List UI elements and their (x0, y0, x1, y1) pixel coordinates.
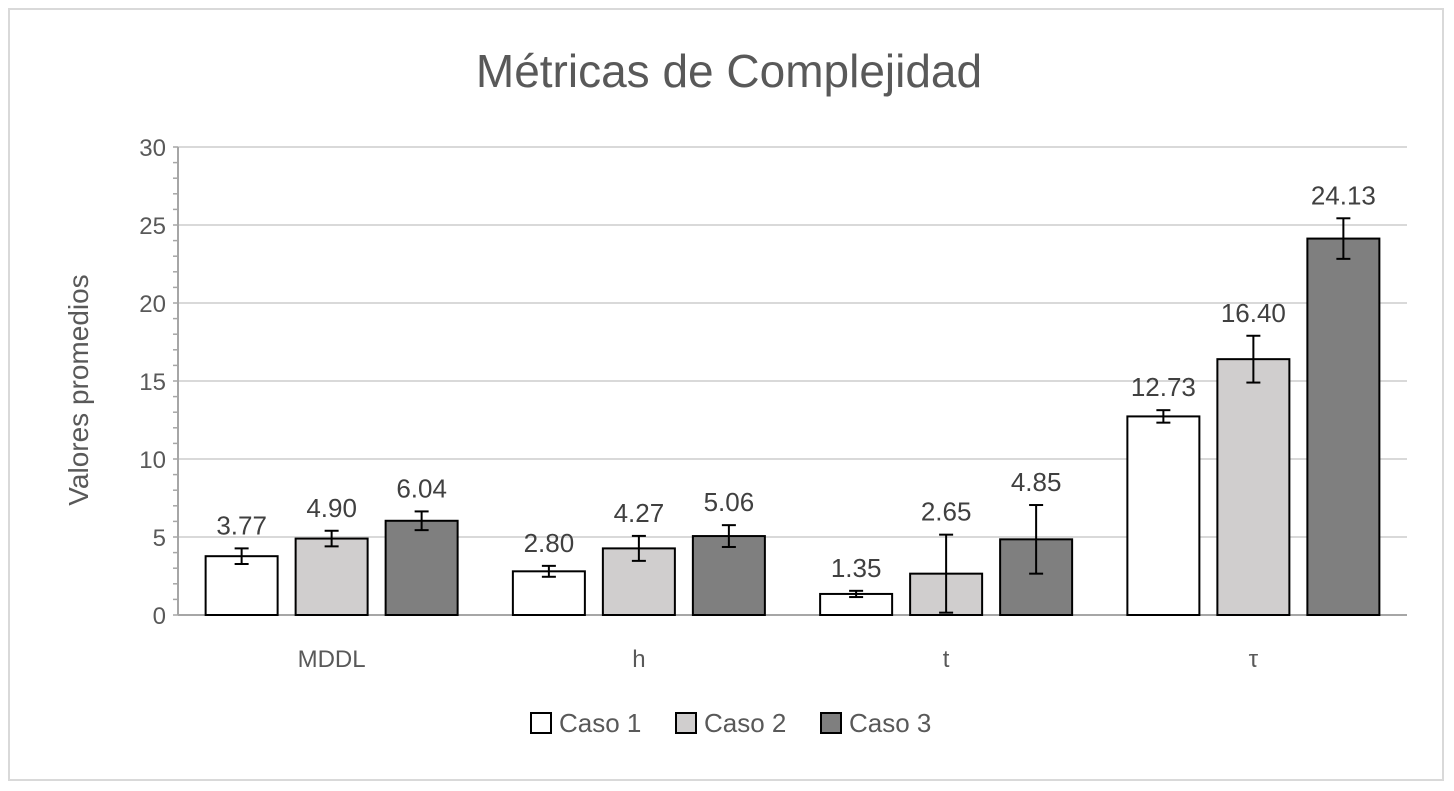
y-tick-label: 15 (139, 369, 166, 396)
chart-frame: Métricas de Complejidad Valores promedio… (8, 8, 1444, 781)
legend-label: Caso 3 (849, 708, 931, 738)
y-tick-label: 25 (139, 213, 166, 240)
legend-item: Caso 2 (675, 708, 786, 738)
error-bar (849, 589, 864, 599)
x-category-label: h (632, 646, 645, 673)
bars (204, 237, 1381, 617)
data-label: 16.40 (1221, 298, 1286, 328)
error-bar (1029, 504, 1044, 575)
error-bar (414, 510, 429, 532)
y-tick-label: 20 (139, 291, 166, 318)
bar (384, 519, 459, 616)
data-label: 24.13 (1311, 180, 1376, 210)
data-label: 5.06 (704, 487, 755, 517)
error-bar (1246, 334, 1261, 384)
bar (1306, 237, 1381, 617)
legend-swatch (530, 712, 552, 734)
y-tick-label: 30 (139, 135, 166, 162)
error-bar (234, 547, 249, 565)
axes: 0 5 10 15 20 25 30 MDDL h t τ (139, 135, 1407, 673)
y-tick-label: 5 (153, 525, 166, 552)
error-bar (939, 533, 954, 614)
data-label: 6.04 (396, 473, 447, 503)
bar (691, 535, 766, 617)
data-label: 12.73 (1131, 372, 1196, 402)
x-category-label: t (943, 646, 950, 673)
gridlines (178, 146, 1407, 538)
data-label: 2.80 (524, 528, 575, 558)
data-labels: 3.77 4.90 6.04 2.80 4.27 5.06 1.35 2.65 4.85 12.7… (216, 180, 1376, 583)
data-label: 4.90 (306, 493, 357, 523)
error-bars (234, 217, 1351, 614)
bar (294, 537, 369, 616)
error-bar (1336, 217, 1351, 260)
y-tick-label: 10 (139, 447, 166, 474)
error-bar (721, 524, 736, 548)
legend-item: Caso 3 (820, 708, 931, 738)
error-bar (1156, 409, 1171, 424)
chart-svg: Métricas de Complejidad Valores promedio… (63, 45, 1407, 738)
legend-swatch (675, 712, 697, 734)
bar (511, 570, 586, 617)
legend-swatch (820, 712, 842, 734)
legend-label: Caso 1 (559, 708, 641, 738)
bar (204, 555, 279, 616)
x-category-label: τ (1249, 646, 1259, 673)
data-label: 4.85 (1011, 467, 1062, 497)
bar (1216, 358, 1291, 616)
data-label: 4.27 (614, 498, 665, 528)
data-label: 2.65 (921, 497, 972, 527)
legend-label: Caso 2 (704, 708, 786, 738)
error-bar (541, 564, 556, 578)
x-category-label: MDDL (298, 646, 366, 673)
y-tick-label: 0 (153, 603, 166, 630)
error-bar (631, 534, 646, 562)
chart-title: Métricas de Complejidad (476, 45, 982, 97)
bar (1126, 415, 1201, 616)
legend-item: Caso 1 (530, 708, 641, 738)
y-axis-label: Valores promedios (63, 274, 94, 505)
error-bar (324, 529, 339, 548)
legend: Caso 1 Caso 2 Caso 3 (530, 708, 931, 738)
data-label: 3.77 (216, 510, 267, 540)
data-label: 1.35 (831, 553, 882, 583)
